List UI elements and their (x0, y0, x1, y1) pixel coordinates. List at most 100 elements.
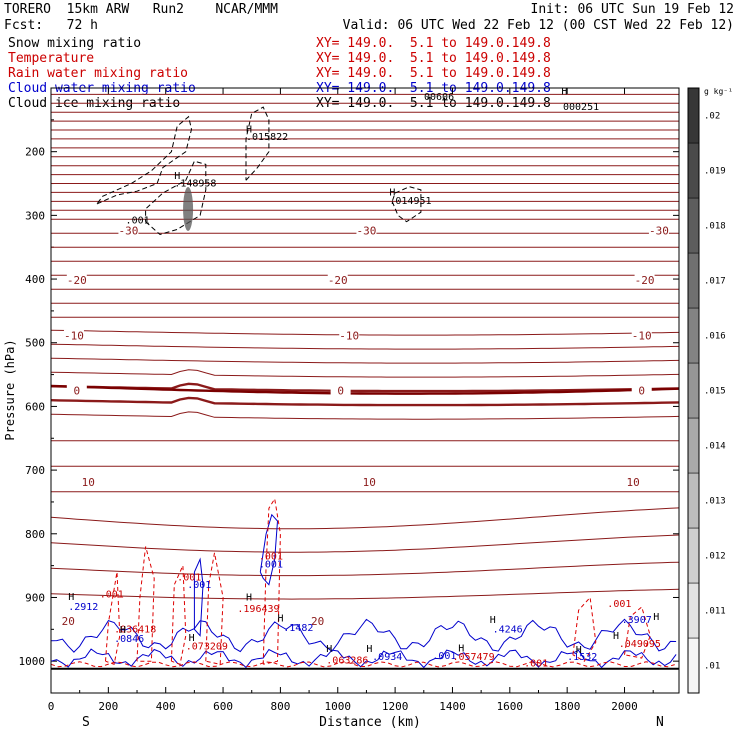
isotherm-label: 0 (638, 384, 645, 397)
legend-rain: Rain water mixing ratio (8, 66, 189, 81)
isotherm-label: -10 (632, 330, 652, 343)
rain-label: .001 (259, 551, 283, 562)
x-tick-label: 2000 (611, 700, 638, 713)
max-marker: H (189, 633, 195, 644)
isotherm-label: -10 (64, 330, 84, 343)
y-axis-label: Pressure (hPa) (3, 339, 17, 440)
rain-contour (262, 497, 281, 665)
isotherm-label: -20 (67, 274, 87, 287)
isotherm-label-bg (339, 329, 360, 341)
isotherm-label-bg (66, 274, 87, 286)
model-title: TORERO 15km ARW Run2 NCAR/MMM (4, 2, 278, 17)
x-tick-label: 1600 (497, 700, 524, 713)
isotherm-label-bg (623, 476, 644, 488)
rain-label: .001 (100, 589, 124, 600)
cloud-water-label: .001 (259, 560, 283, 571)
forecast-hour: Fcst: 72 h (4, 18, 98, 33)
colorbar-segment (687, 197, 700, 254)
cloud-water-label: .0846 (114, 634, 144, 645)
plot-frame (50, 87, 680, 694)
colorbar-tick-label: .01 (704, 662, 720, 672)
rain-label: .057479 (452, 652, 494, 663)
isotherm (50, 588, 680, 600)
isotherm (50, 561, 680, 577)
cloud-water-contour (50, 618, 677, 653)
isotherm-label: 20 (311, 615, 324, 628)
rain-contour (572, 596, 597, 662)
colorbar: .01 .011 .012 .013 .014 .015 .016 .017 .018 .019.… (687, 87, 726, 694)
endpoint-south: S (82, 715, 90, 730)
snow-contour-label: .001 (126, 216, 150, 227)
max-marker: H (120, 625, 126, 636)
rain-contour (50, 661, 675, 668)
y-tick-label: 900 (25, 591, 45, 604)
max-marker: H (490, 615, 496, 626)
colorbar-segment (687, 307, 700, 364)
max-marker: H (278, 614, 284, 625)
colorbar-tick-label: .013 (704, 497, 726, 507)
cloud-water-label: .001 (432, 651, 456, 662)
snow-max-label: .148958 (174, 179, 216, 190)
rain-contour (205, 552, 224, 665)
snow-contour (145, 160, 207, 236)
isotherm (50, 411, 680, 420)
isotherm-label: -30 (649, 225, 669, 238)
isotherm (50, 396, 680, 407)
cloud-water-contour (193, 557, 204, 637)
colorbar-tick-label: .015 (704, 387, 726, 397)
colorbar-tick-label: .011 (704, 607, 726, 617)
isotherm (50, 329, 680, 336)
snow-max-label: .014951 (389, 196, 431, 207)
colorbar-tick-label: .014 (704, 442, 726, 452)
snow-contour (96, 115, 193, 205)
cloud-water-label: .1532 (567, 652, 597, 663)
colorbar-tick-label: .019 (704, 167, 726, 177)
x-tick-label: 1000 (325, 700, 352, 713)
x-tick-label: 600 (213, 700, 233, 713)
colorbar-tick-label: .017 (704, 277, 726, 287)
colorbar-segment (687, 417, 700, 474)
endpoint-north: N (656, 715, 664, 730)
isotherm-label-bg (63, 329, 84, 341)
snow-contour (245, 106, 270, 181)
max-marker: H (246, 593, 252, 604)
legend-temperature: Temperature (8, 51, 95, 66)
overlap-label-2: 000251 (563, 102, 599, 113)
colorbar-unit: g kg⁻¹ (704, 87, 733, 96)
isotherm-label: -10 (339, 330, 359, 343)
colorbar-segment (687, 637, 700, 694)
legend-temperature-xy: XY= 149.0. 5.1 to 149.0.149.8 (316, 51, 551, 66)
colorbar-tick-label: .012 (704, 552, 726, 562)
isotherm-label-bg (118, 224, 139, 236)
rain-label: .063286 (326, 656, 368, 667)
cloud-water-label: .4246 (493, 625, 523, 636)
rain-contour (136, 546, 155, 662)
x-tick-label: 1800 (554, 700, 581, 713)
rain-label: .196439 (237, 604, 279, 615)
max-marker: H (174, 171, 180, 182)
max-marker: H (246, 125, 252, 136)
rain-label: .001 (524, 658, 548, 669)
y-tick-label: 200 (25, 146, 45, 159)
colorbar-frame (687, 87, 700, 694)
max-marker: H (576, 645, 582, 656)
x-tick-label: 200 (98, 700, 118, 713)
cloud-water-label: .2912 (68, 602, 98, 613)
isotherm (50, 369, 680, 378)
x-tick-label: 1200 (382, 700, 409, 713)
y-tick-label: 300 (25, 209, 45, 222)
legend-snow-xy: XY= 149.0. 5.1 to 149.0.149.8 (316, 36, 551, 51)
isotherm-label: 0 (73, 384, 80, 397)
max-marker: H (561, 86, 567, 97)
isotherm-label: -30 (356, 225, 376, 238)
colorbar-segment (687, 142, 700, 199)
isotherm-label-bg (356, 224, 377, 236)
max-marker: H (613, 631, 619, 642)
x-tick-label: 800 (270, 700, 290, 713)
colorbar-segment (687, 252, 700, 309)
y-tick-label: 400 (25, 273, 45, 286)
isotherm-label: -30 (118, 225, 138, 238)
isotherm-label-bg (307, 614, 328, 626)
overlap-label-1: 00606 (424, 92, 454, 103)
